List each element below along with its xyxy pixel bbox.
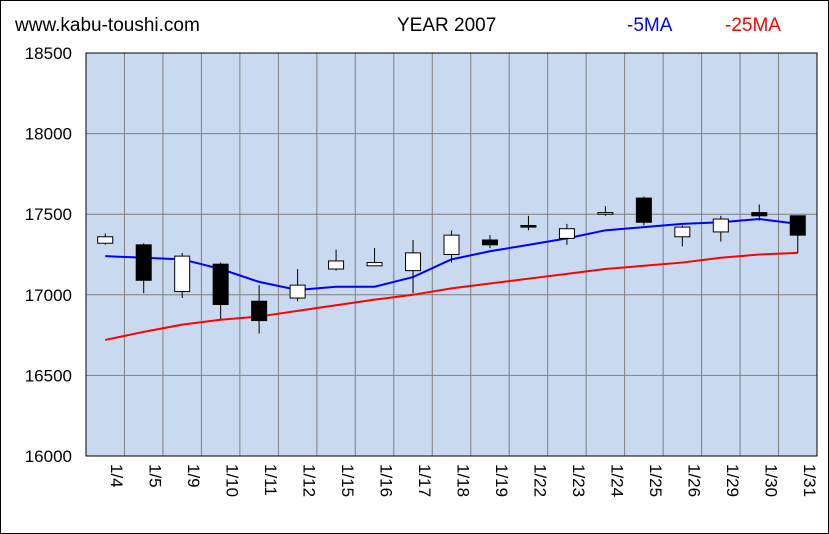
candle-body: [366, 262, 383, 267]
x-tick-label: 1/15: [338, 464, 357, 497]
x-tick-label: 1/4: [107, 464, 126, 488]
candle-body: [212, 263, 229, 305]
x-tick-label: 1/5: [146, 464, 165, 488]
candle-body: [712, 218, 729, 233]
candle-body: [443, 234, 460, 256]
x-tick-label: 1/22: [530, 464, 549, 497]
x-tick-label: 1/9: [184, 464, 203, 488]
candle-body: [97, 236, 114, 244]
candle-body: [328, 260, 345, 270]
site-url: www.kabu-toushi.com: [15, 15, 200, 36]
y-tick-label: 18000: [25, 125, 72, 144]
candle-body: [520, 224, 537, 228]
ma-line-25ma: [105, 251, 798, 341]
candle-body: [751, 212, 768, 217]
candle-body: [674, 226, 691, 238]
y-tick-label: 16000: [25, 447, 72, 466]
x-tick-label: 1/17: [415, 464, 434, 497]
x-tick-label: 1/10: [223, 464, 242, 497]
legend-25ma: -25MA: [725, 15, 781, 36]
x-tick-label: 1/29: [723, 464, 742, 497]
x-tick-label: 1/12: [300, 464, 319, 497]
legend-5ma: -5MA: [627, 15, 673, 36]
y-tick-label: 17500: [25, 205, 72, 224]
candle-body: [558, 228, 575, 239]
candle-body: [135, 244, 152, 281]
x-tick-label: 1/16: [377, 464, 396, 497]
y-tick-label: 16500: [25, 366, 72, 385]
y-tick-label: 18500: [25, 44, 72, 63]
x-tick-label: 1/26: [684, 464, 703, 497]
candle-body: [405, 252, 422, 272]
candle-body: [597, 212, 614, 215]
candle-body: [174, 255, 191, 293]
x-tick-label: 1/11: [261, 464, 280, 496]
x-tick-label: 1/18: [454, 464, 473, 497]
candle-body: [289, 284, 306, 299]
x-tick-label: 1/24: [607, 464, 626, 497]
x-tick-label: 1/31: [800, 464, 819, 497]
y-tick-label: 17000: [25, 286, 72, 305]
x-tick-label: 1/19: [492, 464, 511, 497]
chart-title: YEAR 2007: [397, 15, 497, 36]
x-tick-label: 1/23: [569, 464, 588, 497]
plot-border: [85, 52, 818, 457]
x-tick-label: 1/25: [646, 464, 665, 497]
candle-body: [251, 300, 268, 322]
candle-body: [789, 215, 806, 236]
candle-body: [481, 239, 498, 246]
candle-body: [635, 197, 652, 223]
x-tick-label: 1/30: [761, 464, 780, 497]
